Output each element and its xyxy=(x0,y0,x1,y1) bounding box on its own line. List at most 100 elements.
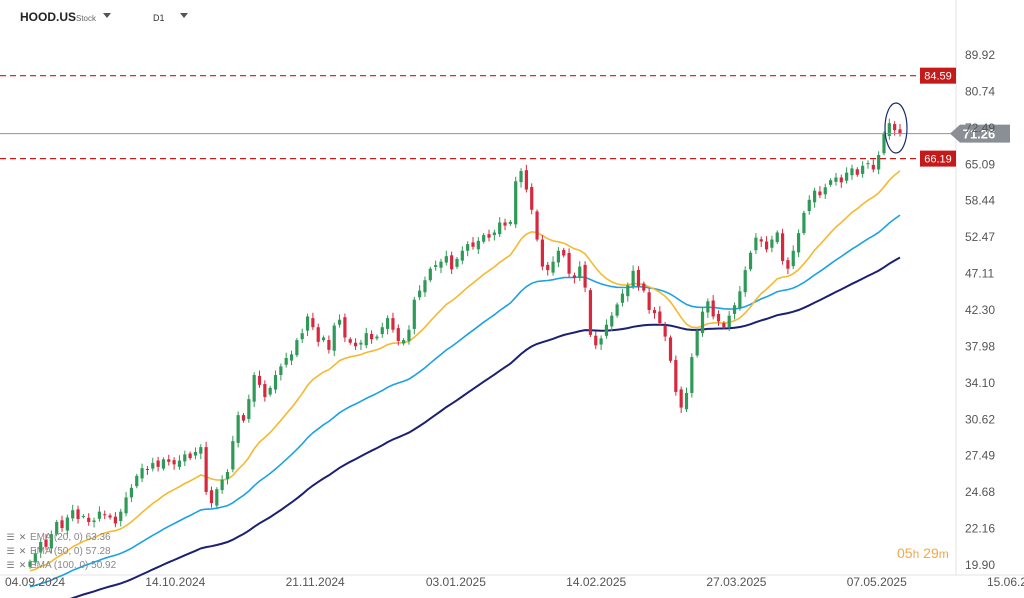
ema-20-layer xyxy=(29,170,901,572)
candle-body xyxy=(359,342,363,345)
candle-body xyxy=(866,163,870,165)
candle-body xyxy=(65,517,69,531)
candle-body xyxy=(780,233,785,261)
candle-body xyxy=(167,459,171,462)
levels-layer: 84.59 66.19 71.26 xyxy=(0,67,1010,167)
candle-body xyxy=(690,357,694,393)
candle-body xyxy=(578,266,582,278)
candle-body xyxy=(119,511,123,521)
candle-body xyxy=(375,336,379,339)
candle-body xyxy=(450,255,454,270)
candle-body xyxy=(434,265,438,267)
candle-body xyxy=(60,520,64,529)
candle-body xyxy=(236,415,240,443)
candle-body xyxy=(738,291,742,308)
candle-body xyxy=(145,468,150,470)
candle-body xyxy=(199,447,203,454)
candle-timer: 05h 29m xyxy=(897,545,949,561)
candle-body xyxy=(295,340,299,356)
candle-body xyxy=(231,441,235,470)
candle-body xyxy=(626,285,630,297)
highlight-ellipse xyxy=(884,102,908,154)
candle-body xyxy=(273,375,278,390)
timeframe-label[interactable]: D1 xyxy=(153,13,165,23)
candle-body xyxy=(754,237,758,251)
ema-20-line xyxy=(29,170,901,572)
candle-body xyxy=(177,460,182,467)
symbol-dropdown-chevron-icon[interactable] xyxy=(103,13,111,18)
close-icon[interactable]: ✕ xyxy=(18,546,27,556)
candle-body xyxy=(423,280,427,293)
candle-body xyxy=(193,451,198,456)
ema-50-line xyxy=(29,214,901,588)
candle-body xyxy=(455,258,459,267)
candle-body xyxy=(861,165,865,174)
candle-body xyxy=(311,318,315,328)
x-tick-label: 04.09.2024 xyxy=(5,575,65,589)
y-tick-label: 72.49 xyxy=(965,121,995,135)
candle-body xyxy=(823,187,827,195)
candle-body xyxy=(113,516,117,524)
x-axis: 04.09.2024 14.10.2024 21.11.2024 03.01.2025… xyxy=(5,575,1024,589)
candle-body xyxy=(567,252,571,274)
candle-body xyxy=(871,164,875,170)
x-tick-label: 03.01.2025 xyxy=(426,575,486,589)
candle-body xyxy=(893,124,897,131)
candle-body xyxy=(631,270,635,287)
candle-body xyxy=(482,235,486,242)
level-tag xyxy=(920,150,956,167)
candle-body xyxy=(28,561,32,567)
level-tag xyxy=(920,67,956,84)
candle-body xyxy=(49,534,53,549)
candle-body xyxy=(818,191,822,196)
y-tick-label: 58.44 xyxy=(965,194,995,208)
candle-body xyxy=(492,232,496,236)
y-axis: 89.92 80.74 72.49 65.09 58.44 52.47 47.11 42.30… xyxy=(965,48,995,572)
x-tick-label: 14.02.2025 xyxy=(566,575,626,589)
y-tick-label: 24.68 xyxy=(965,485,995,499)
legend-ema-100[interactable]: ☰ ✕ EMA (100, 0) 50.92 xyxy=(6,560,116,571)
candle-body xyxy=(129,487,134,498)
candle-body xyxy=(711,300,715,317)
candle-body xyxy=(716,313,721,322)
y-tick-label: 34.10 xyxy=(965,376,995,390)
candle-body xyxy=(604,324,609,336)
candle-body xyxy=(845,172,849,181)
candle-body xyxy=(695,330,699,356)
candle-body xyxy=(321,337,326,341)
candle-body xyxy=(540,239,544,267)
symbol-label[interactable]: HOOD.US xyxy=(20,10,77,24)
candle-body xyxy=(204,447,208,492)
candle-body xyxy=(476,240,480,250)
candle-body xyxy=(620,293,625,303)
candle-body xyxy=(572,275,577,278)
candle-body xyxy=(418,290,422,298)
close-icon[interactable]: ✕ xyxy=(18,532,27,542)
candle-body xyxy=(839,177,843,183)
ema-50-layer xyxy=(29,214,901,588)
menu-icon[interactable]: ☰ xyxy=(6,560,15,570)
menu-icon[interactable]: ☰ xyxy=(6,546,15,556)
close-icon[interactable]: ✕ xyxy=(18,560,27,570)
menu-icon[interactable]: ☰ xyxy=(6,532,15,542)
legend-ema-50[interactable]: ☰ ✕ EMA (50, 0) 57.28 xyxy=(6,546,110,557)
candle-body xyxy=(369,334,374,340)
timeframe-dropdown-chevron-icon[interactable] xyxy=(180,13,188,18)
candle-body xyxy=(668,337,673,361)
candle-body xyxy=(877,154,881,170)
candle-body xyxy=(391,318,395,330)
candle-body xyxy=(103,514,107,516)
candle-body xyxy=(343,317,347,338)
y-tick-label: 89.92 xyxy=(965,48,995,62)
candle-body xyxy=(658,311,662,324)
candle-body xyxy=(263,384,267,398)
legend-ema-20[interactable]: ☰ ✕ EMA (20, 0) 63.36 xyxy=(6,532,110,543)
candle-body xyxy=(140,468,144,479)
y-tick-label: 80.74 xyxy=(965,84,995,98)
candle-body xyxy=(87,517,91,522)
candle-body xyxy=(380,327,384,335)
candle-body xyxy=(663,325,667,337)
candle-body xyxy=(161,459,166,469)
candle-body xyxy=(215,489,219,506)
